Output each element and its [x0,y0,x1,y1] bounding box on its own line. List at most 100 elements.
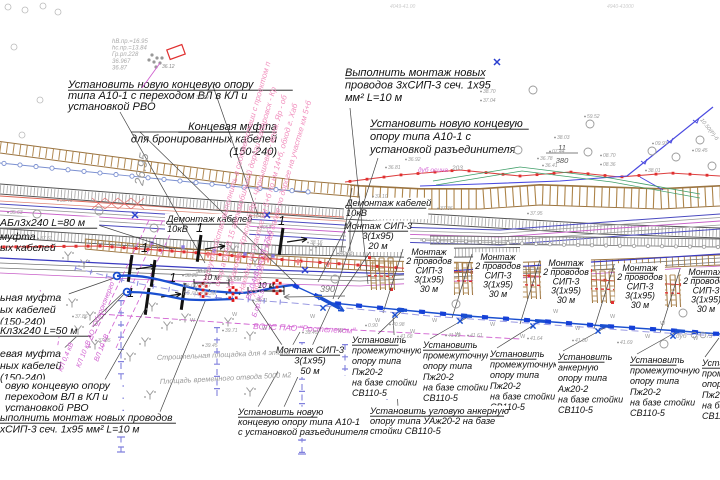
svg-text:W: W [410,329,416,335]
svg-text:ных кабелей: ных кабелей [0,360,62,372]
svg-text:овую концевую опору: овую концевую опору [5,380,111,392]
svg-text:W: W [645,334,651,340]
svg-text:07.44: 07.44 [552,149,565,155]
svg-text:Установить новую концевую: Установить новую концевую [369,118,523,130]
svg-text:переходом ВЛ в КЛ и: переходом ВЛ в КЛ и [5,391,108,403]
svg-text:с установкой разъединителя: с установкой разъединителя [238,427,368,437]
svg-text:опору типа УАж20-2 на базе: опору типа УАж20-2 на базе [370,416,495,426]
svg-text:3(1х95): 3(1х95) [414,275,444,285]
svg-text:3(1х95): 3(1х95) [625,291,655,301]
svg-text:дуб осина: дуб осина [418,166,448,174]
svg-text:41.68: 41.68 [400,334,413,340]
svg-text:промежуточную: промежуточную [630,366,700,376]
svg-text:Монтаж: Монтаж [622,263,658,273]
svg-text:Монтаж: Монтаж [480,252,516,262]
svg-text:30 м: 30 м [420,284,438,294]
svg-text:4053: 4053 [260,225,271,231]
svg-text:30 м: 30 м [631,300,649,310]
svg-text:СИП-3: СИП-3 [485,270,512,280]
svg-text:2 проводов: 2 проводов [405,256,452,266]
svg-text:/3: /3 [706,333,713,340]
svg-text:опору типа: опору типа [702,379,720,389]
svg-text:38.28: 38.28 [185,273,198,279]
svg-text:36.41: 36.41 [545,163,558,169]
svg-text:муфта: муфта [0,231,36,243]
svg-text:37.51: 37.51 [40,236,53,242]
svg-text:Монтаж: Монтаж [411,247,447,257]
svg-text:Монтаж: Монтаж [688,267,720,277]
svg-text:3(1х95): 3(1х95) [294,356,326,366]
svg-text:4049-41.00: 4049-41.00 [390,4,416,10]
svg-text:евая муфта: евая муфта [0,348,61,360]
svg-text:50 м: 50 м [300,366,320,376]
svg-text:Установить: Установить [557,352,613,362]
svg-text:30 м: 30 м [697,304,715,314]
svg-text:опору типа: опору типа [490,370,539,380]
svg-text:Установить: Установить [629,355,685,365]
svg-text:1: 1 [278,213,285,228]
svg-text:ыполнить монтаж новых проводов: ыполнить монтаж новых проводов [0,413,173,424]
svg-text:2 проводов: 2 проводов [474,261,521,271]
svg-text:промежуточную: промежуточную [702,369,720,379]
svg-text:СВ110-5: СВ110-5 [423,393,459,403]
svg-text:установкой РВО: установкой РВО [4,402,89,414]
svg-text:ВОЛС ПАО “Ростелеком”: ВОЛС ПАО “Ростелеком” [253,321,357,336]
svg-text:СВ110-5: СВ110-5 [352,388,388,398]
svg-text:35.63: 35.63 [10,210,23,216]
svg-text:39.45: 39.45 [205,343,218,349]
svg-text:проводов 3хСИП-3 сеч. 1х95: проводов 3хСИП-3 сеч. 1х95 [345,80,492,92]
svg-text:Демонтаж кабелей: Демонтаж кабелей [166,214,252,224]
svg-text:40.53: 40.53 [340,251,353,257]
svg-text:W: W [575,326,581,332]
svg-text:Установить: Установить [351,335,407,345]
svg-text:41.64: 41.64 [530,336,543,342]
svg-text:W: W [310,314,316,320]
svg-text:ьная муфта: ьная муфта [0,292,61,304]
svg-text:38.70: 38.70 [483,89,496,95]
svg-text:для бронированных кабелей: для бронированных кабелей [131,134,277,146]
svg-text:390: 390 [320,284,335,294]
svg-text:W: W [338,328,344,334]
svg-text:Монтаж СИП-3: Монтаж СИП-3 [276,345,345,355]
svg-text:Пж20-2: Пж20-2 [702,390,720,400]
svg-text:опору типа: опору типа [423,361,472,371]
svg-text:1042: 1042 [253,214,264,220]
svg-text:Монтаж СИП-3: Монтаж СИП-3 [344,221,413,231]
svg-text:(150-240): (150-240) [229,146,277,158]
svg-text:Демонтаж кабелей: Демонтаж кабелей [345,198,431,208]
svg-text:ых кабелей: ых кабелей [0,304,56,316]
svg-text:дуб: дуб [676,332,687,340]
svg-text:Выполнить монтаж новых: Выполнить монтаж новых [345,67,486,79]
svg-text:W: W [610,314,616,320]
svg-text:hВ.пр.=16.95: hВ.пр.=16.95 [112,39,148,45]
svg-text:опору типа А10-1 с: опору типа А10-1 с [370,131,472,143]
svg-text:hс.пр.=13.84: hс.пр.=13.84 [112,46,147,52]
svg-text:Установить: Установить [422,340,478,350]
svg-text:W: W [190,318,196,324]
svg-text:3(1х95): 3(1х95) [551,286,581,296]
svg-text:Концевая муфта: Концевая муфта [188,121,277,133]
svg-text:0.90: 0.90 [368,323,378,329]
svg-text:установкой разъединителя: установкой разъединителя [369,144,516,156]
svg-text:36.87: 36.87 [112,65,128,71]
svg-text:10 м: 10 м [203,273,220,282]
svg-text:37.04: 37.04 [483,98,496,104]
svg-text:W: W [693,336,699,342]
svg-text:39.71: 39.71 [225,328,238,334]
svg-text:Гр.рп.228: Гр.рп.228 [112,52,139,58]
svg-text:hв.пр.=9.7: hв.пр.=9.7 [183,283,212,289]
svg-text:2 проводов: 2 проводов [682,276,720,286]
svg-text:40.98: 40.98 [392,322,405,328]
svg-text:на базе стойки: на базе стойки [423,382,488,392]
svg-text:39.45: 39.45 [305,330,318,336]
svg-text:3(1х95): 3(1х95) [691,295,720,305]
svg-text:СВ110-5: СВ110-5 [702,411,720,421]
svg-text:26.95: 26.95 [131,151,152,187]
svg-text:W: W [232,312,238,318]
svg-text:36.78: 36.78 [540,156,553,162]
svg-text:СВ110-5: СВ110-5 [490,402,526,412]
svg-text:ых кабелей: ых кабелей [0,242,56,254]
svg-text:СИП-3: СИП-3 [627,281,654,291]
svg-text:мм² L=10 м: мм² L=10 м [345,92,403,104]
svg-text:11: 11 [558,143,566,152]
